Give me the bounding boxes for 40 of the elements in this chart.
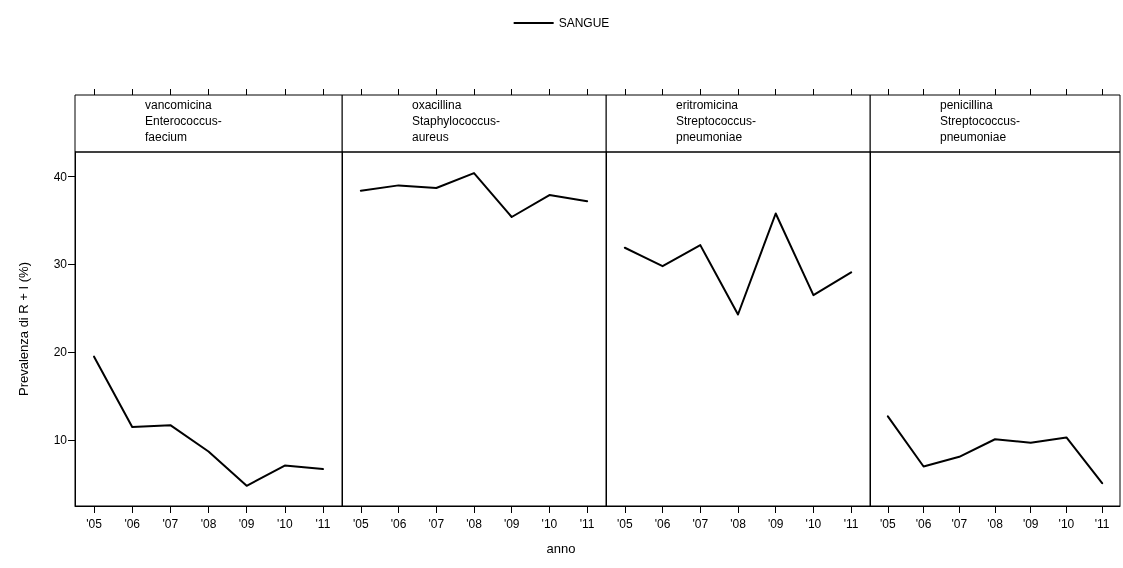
chart-title: penicillina Streptococcus- pneumoniae xyxy=(940,98,1021,144)
x-tick-label: '05 xyxy=(353,517,369,531)
x-tick-label: '07 xyxy=(428,517,445,531)
x-tick-label: '09 xyxy=(238,517,255,531)
chart-title: eritromicina Streptococcus- pneumoniae xyxy=(676,98,757,144)
x-tick-label: '07 xyxy=(162,517,179,531)
x-tick-label: '11 xyxy=(315,517,331,531)
x-tick-label: '10 xyxy=(276,517,293,531)
x-tick-label: '10 xyxy=(541,517,558,531)
x-tick-label: '05 xyxy=(617,517,633,531)
x-axis-title: anno xyxy=(546,540,576,556)
line-series xyxy=(93,355,324,487)
y-axis-title: Prevalenza di R + I (%) xyxy=(16,261,31,397)
y-tick-label: 40 xyxy=(53,169,68,184)
y-tick-label: 30 xyxy=(53,257,68,272)
chart-title: vancomicina Enterococcus- faecium xyxy=(145,98,222,144)
y-tick-label: 10 xyxy=(53,433,68,448)
y-tick-label: 20 xyxy=(53,345,68,360)
x-tick-label: '06 xyxy=(654,517,671,531)
x-tick-label: '07 xyxy=(951,517,968,531)
x-tick-label: '09 xyxy=(767,517,784,531)
x-tick-label: '11 xyxy=(843,517,859,531)
x-tick-label: '05 xyxy=(880,517,896,531)
legend-label: SANGUE xyxy=(558,16,610,30)
x-tick-label: '06 xyxy=(915,517,932,531)
x-tick-label: '11 xyxy=(1094,517,1110,531)
x-tick-label: '11 xyxy=(579,517,595,531)
x-tick-label: '06 xyxy=(124,517,141,531)
x-tick-label: '09 xyxy=(503,517,520,531)
x-tick-label: '06 xyxy=(390,517,407,531)
chart-title: oxacillina Staphylococcus- aureus xyxy=(412,98,501,144)
x-tick-label: '10 xyxy=(1058,517,1075,531)
x-tick-label: '07 xyxy=(692,517,709,531)
x-tick-label: '08 xyxy=(987,517,1004,531)
x-tick-label: '08 xyxy=(466,517,483,531)
x-tick-label: '08 xyxy=(200,517,217,531)
x-tick-label: '05 xyxy=(86,517,103,531)
x-tick-label: '10 xyxy=(805,517,822,531)
x-tick-label: '09 xyxy=(1022,517,1039,531)
x-tick-label: '08 xyxy=(730,517,747,531)
